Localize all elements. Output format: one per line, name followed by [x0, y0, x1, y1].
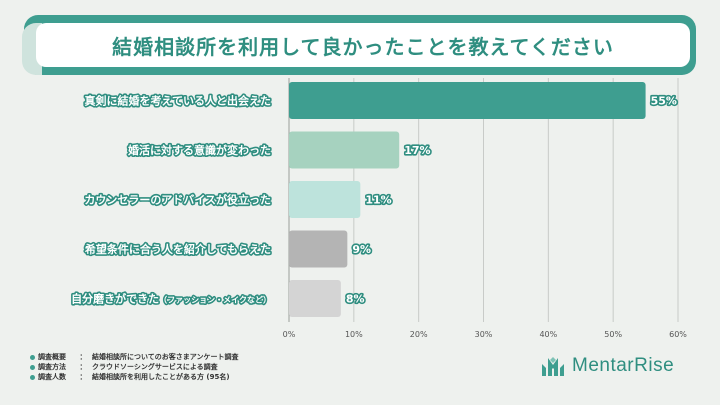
note-value: 結婚相談所を利用したことがある方 (95名) — [92, 373, 230, 381]
note-row: 調査方法 ： クラウドソーシングサービスによる調査 — [30, 362, 239, 372]
data-label: 55% — [651, 95, 677, 108]
x-tick-label: 20% — [410, 330, 428, 339]
x-tick-label: 30% — [475, 330, 493, 339]
note-separator: ： — [79, 373, 87, 381]
note-value: 結婚相談所についてのお客さまアンケート調査 — [92, 353, 239, 361]
bar — [289, 82, 646, 119]
data-label: 11% — [365, 194, 391, 207]
data-label: 8% — [346, 293, 365, 306]
bullet-dot-icon — [30, 374, 35, 380]
note-separator: ： — [79, 353, 87, 361]
note-key: 調査人数 — [38, 373, 66, 381]
labels: 0% 10% 20% 30% 40% 50% 60% 55% 真剣に結婚を考えている人と出会えた… — [70, 92, 688, 339]
note-separator: ： — [79, 363, 87, 371]
bar — [289, 280, 341, 317]
bar — [289, 230, 348, 268]
category-label: 希望条件に合う人を紹介してもらえた — [84, 242, 271, 256]
page-title: 結婚相談所を利用して良かったことを教えてください — [112, 34, 614, 59]
category-label: 真剣に結婚を考えている人と出会えた — [85, 94, 271, 108]
logo-text: MentarRise — [572, 355, 675, 376]
category-label: 婚活に対する意識が変わった — [128, 143, 271, 157]
note-row: 調査人数 ： 結婚相談所を利用したことがある方 (95名) — [30, 372, 239, 382]
bar — [289, 181, 361, 218]
bars — [289, 82, 646, 317]
category-label: 自分磨きができた（ファッション・メイクなど） — [71, 292, 271, 306]
mentarrise-logo-icon — [542, 357, 564, 376]
bullet-dot-icon — [30, 364, 35, 370]
x-tick-label: 40% — [539, 330, 557, 339]
data-label: 9% — [352, 243, 371, 256]
note-value: クラウドソーシングサービスによる調査 — [92, 363, 218, 371]
data-label: 17% — [404, 144, 430, 157]
title-box: 結婚相談所を利用して良かったことを教えてください — [36, 23, 690, 67]
note-key: 調査概要 — [38, 353, 66, 361]
bar — [289, 131, 400, 169]
category-label: カウンセラーのアドバイスが役立った — [84, 193, 271, 207]
x-tick-label: 10% — [345, 330, 363, 339]
x-tick-label: 50% — [604, 330, 622, 339]
note-row: 調査概要 ： 結婚相談所についてのお客さまアンケート調査 — [30, 352, 239, 362]
x-tick-label: 0% — [283, 330, 296, 339]
note-key: 調査方法 — [38, 363, 66, 371]
bullet-dot-icon — [30, 354, 35, 360]
x-tick-label: 60% — [669, 330, 687, 339]
survey-notes: 調査概要 ： 結婚相談所についてのお客さまアンケート調査 調査方法 ： クラウド… — [30, 352, 239, 382]
brand-logo: MentarRise — [540, 354, 674, 378]
